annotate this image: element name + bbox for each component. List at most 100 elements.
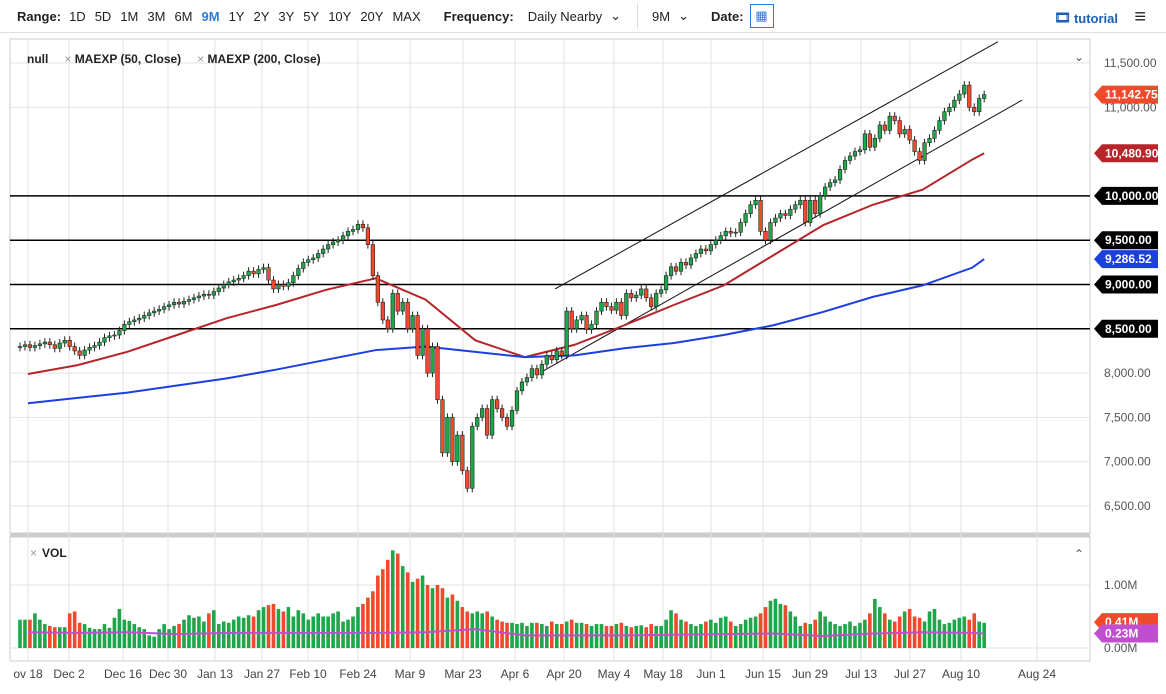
candle (137, 317, 142, 321)
x-tick-label: Jun 29 (792, 667, 828, 681)
range-3y[interactable]: 3Y (278, 8, 295, 24)
candle (465, 470, 470, 489)
volume-bar (23, 619, 27, 648)
calendar-button[interactable]: ▦ (749, 4, 774, 28)
range-5y[interactable]: 5Y (303, 8, 320, 24)
volume-bar (674, 613, 678, 648)
frequency-dropdown[interactable]: Daily Nearby ⌄ (528, 8, 621, 24)
x-tick-label: Jan 13 (197, 667, 233, 681)
volume-bar (361, 603, 365, 648)
candle (226, 281, 231, 285)
candle (872, 138, 877, 148)
volume-bar (718, 617, 723, 648)
volume-bar (157, 629, 161, 648)
x-tick-label: Feb 10 (289, 667, 327, 681)
volume-bar (435, 585, 440, 648)
price-tag-bg (1094, 144, 1158, 163)
period-dropdown[interactable]: 9M ⌄ (652, 8, 689, 24)
volume-bar (122, 619, 127, 648)
hamburger-icon[interactable]: ≡ (1134, 6, 1146, 28)
volume-average-tag: 0.23M (1094, 624, 1158, 643)
range-9m[interactable]: 9M (201, 8, 220, 24)
candle (395, 293, 400, 312)
price-tag-bg (1094, 624, 1158, 643)
volume-bar (72, 611, 77, 648)
candle (475, 417, 480, 427)
x-tick-label: Dec 2 (53, 667, 85, 681)
volume-bar (82, 624, 87, 648)
tutorial-link[interactable]: 🎞 tutorial (1054, 10, 1118, 26)
candle (803, 200, 808, 223)
y-tick-label: 8,000.00 (1104, 366, 1151, 380)
volume-bar (57, 627, 62, 648)
chart-legend: null × MAEXP (50, Close) × MAEXP (200, C… (27, 52, 321, 66)
candle (390, 293, 395, 330)
legend-main: null (27, 52, 49, 66)
volume-bar (753, 616, 758, 648)
range-3m[interactable]: 3M (147, 8, 166, 24)
candle (852, 151, 858, 157)
candle (842, 160, 848, 170)
volume-bar (788, 611, 793, 648)
candle (375, 275, 380, 303)
candle (763, 231, 768, 241)
candle (445, 417, 450, 454)
candle (82, 349, 87, 356)
expand-chevron-icon[interactable]: ⌃ (1074, 547, 1085, 561)
candle (345, 231, 351, 237)
candle (733, 231, 738, 234)
range-max[interactable]: MAX (392, 8, 421, 24)
candle (102, 337, 107, 343)
candle (977, 98, 982, 113)
remove-volume-icon[interactable]: × (30, 546, 38, 560)
range-20y[interactable]: 20Y (360, 8, 384, 24)
volume-bar (261, 607, 266, 648)
candle (529, 368, 535, 378)
x-tick-label: Mar 23 (444, 667, 482, 681)
candle (281, 284, 286, 287)
candle (698, 248, 703, 254)
candle (703, 248, 708, 252)
range-6m[interactable]: 6M (174, 8, 193, 24)
x-tick-label: May 4 (598, 667, 631, 681)
candle (639, 288, 644, 296)
candle (470, 425, 475, 489)
volume-bar (390, 550, 395, 648)
candle (579, 315, 584, 321)
volume-bar (281, 611, 286, 648)
x-tick-label: Dec 30 (149, 667, 187, 681)
frequency-label: Frequency: (443, 8, 514, 24)
candle (678, 262, 684, 272)
range-5d[interactable]: 5D (94, 8, 112, 24)
volume-bar (440, 588, 445, 648)
remove-study-icon[interactable]: × (64, 52, 72, 66)
volume-bar (142, 629, 147, 648)
remove-study-icon[interactable]: × (197, 52, 205, 66)
candle (902, 129, 907, 135)
candle (892, 115, 897, 121)
range-10y[interactable]: 10Y (328, 8, 352, 24)
volume-bar (62, 627, 67, 648)
candle (62, 340, 67, 344)
candle (196, 295, 202, 299)
ma50-line (27, 152, 985, 375)
date-label: Date: (711, 8, 744, 24)
candle (415, 315, 420, 356)
volume-bar (167, 629, 171, 648)
range-1d[interactable]: 1D (69, 8, 86, 24)
volume-bar (207, 613, 211, 648)
candle (798, 200, 803, 206)
volume-bar (694, 625, 698, 648)
volume-bar (868, 613, 872, 648)
candle (430, 346, 435, 374)
vol-tick-label: 1.00M (1104, 578, 1137, 592)
volume-bar (733, 625, 738, 648)
volume-bar (490, 616, 494, 648)
y-tick-label: 11,500.00 (1104, 56, 1157, 70)
collapse-chevron-icon[interactable]: ⌄ (1074, 50, 1085, 64)
volume-bar (892, 621, 897, 648)
range-1m[interactable]: 1M (120, 8, 139, 24)
range-1y[interactable]: 1Y (228, 8, 245, 24)
range-2y[interactable]: 2Y (253, 8, 270, 24)
